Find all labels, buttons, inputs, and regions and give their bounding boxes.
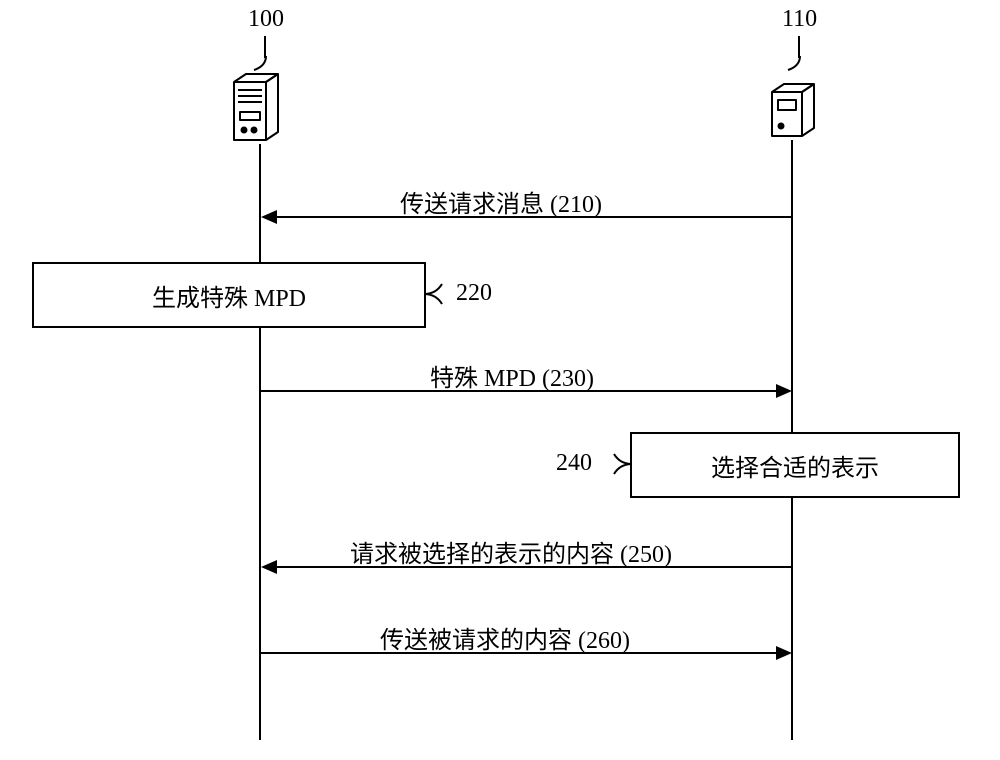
box-240-ref: 240	[556, 450, 592, 477]
box-240: 选择合适的表示	[630, 432, 960, 498]
box-220: 生成特殊 MPD	[32, 262, 426, 328]
sequence-diagram: 100 110	[0, 0, 1000, 760]
leader-right	[798, 36, 800, 58]
server-icon	[224, 68, 296, 146]
actor-left-ref: 100	[248, 6, 284, 33]
device-icon	[766, 80, 824, 142]
msg-250-line	[276, 566, 792, 568]
lifeline-left	[259, 144, 261, 740]
msg-250-label: 请求被选择的表示的内容 (250)	[350, 534, 672, 569]
msg-250-arrow	[261, 560, 277, 574]
leader-left	[264, 36, 266, 58]
box-240-text: 选择合适的表示	[711, 448, 879, 483]
msg-210-arrow	[261, 210, 277, 224]
msg-230-label: 特殊 MPD (230)	[430, 358, 594, 393]
msg-260-line	[261, 652, 777, 654]
box-220-text: 生成特殊 MPD	[152, 278, 306, 313]
leader-right-hook	[784, 56, 814, 74]
box-240-leader	[594, 452, 634, 476]
msg-260-label: 传送被请求的内容 (260)	[380, 620, 630, 655]
msg-230-arrow	[776, 384, 792, 398]
box-220-ref: 220	[456, 280, 492, 307]
msg-230-line	[261, 390, 777, 392]
actor-right-ref: 110	[782, 6, 817, 33]
msg-210-line	[276, 216, 792, 218]
msg-210-label: 传送请求消息 (210)	[400, 184, 602, 219]
msg-260-arrow	[776, 646, 792, 660]
